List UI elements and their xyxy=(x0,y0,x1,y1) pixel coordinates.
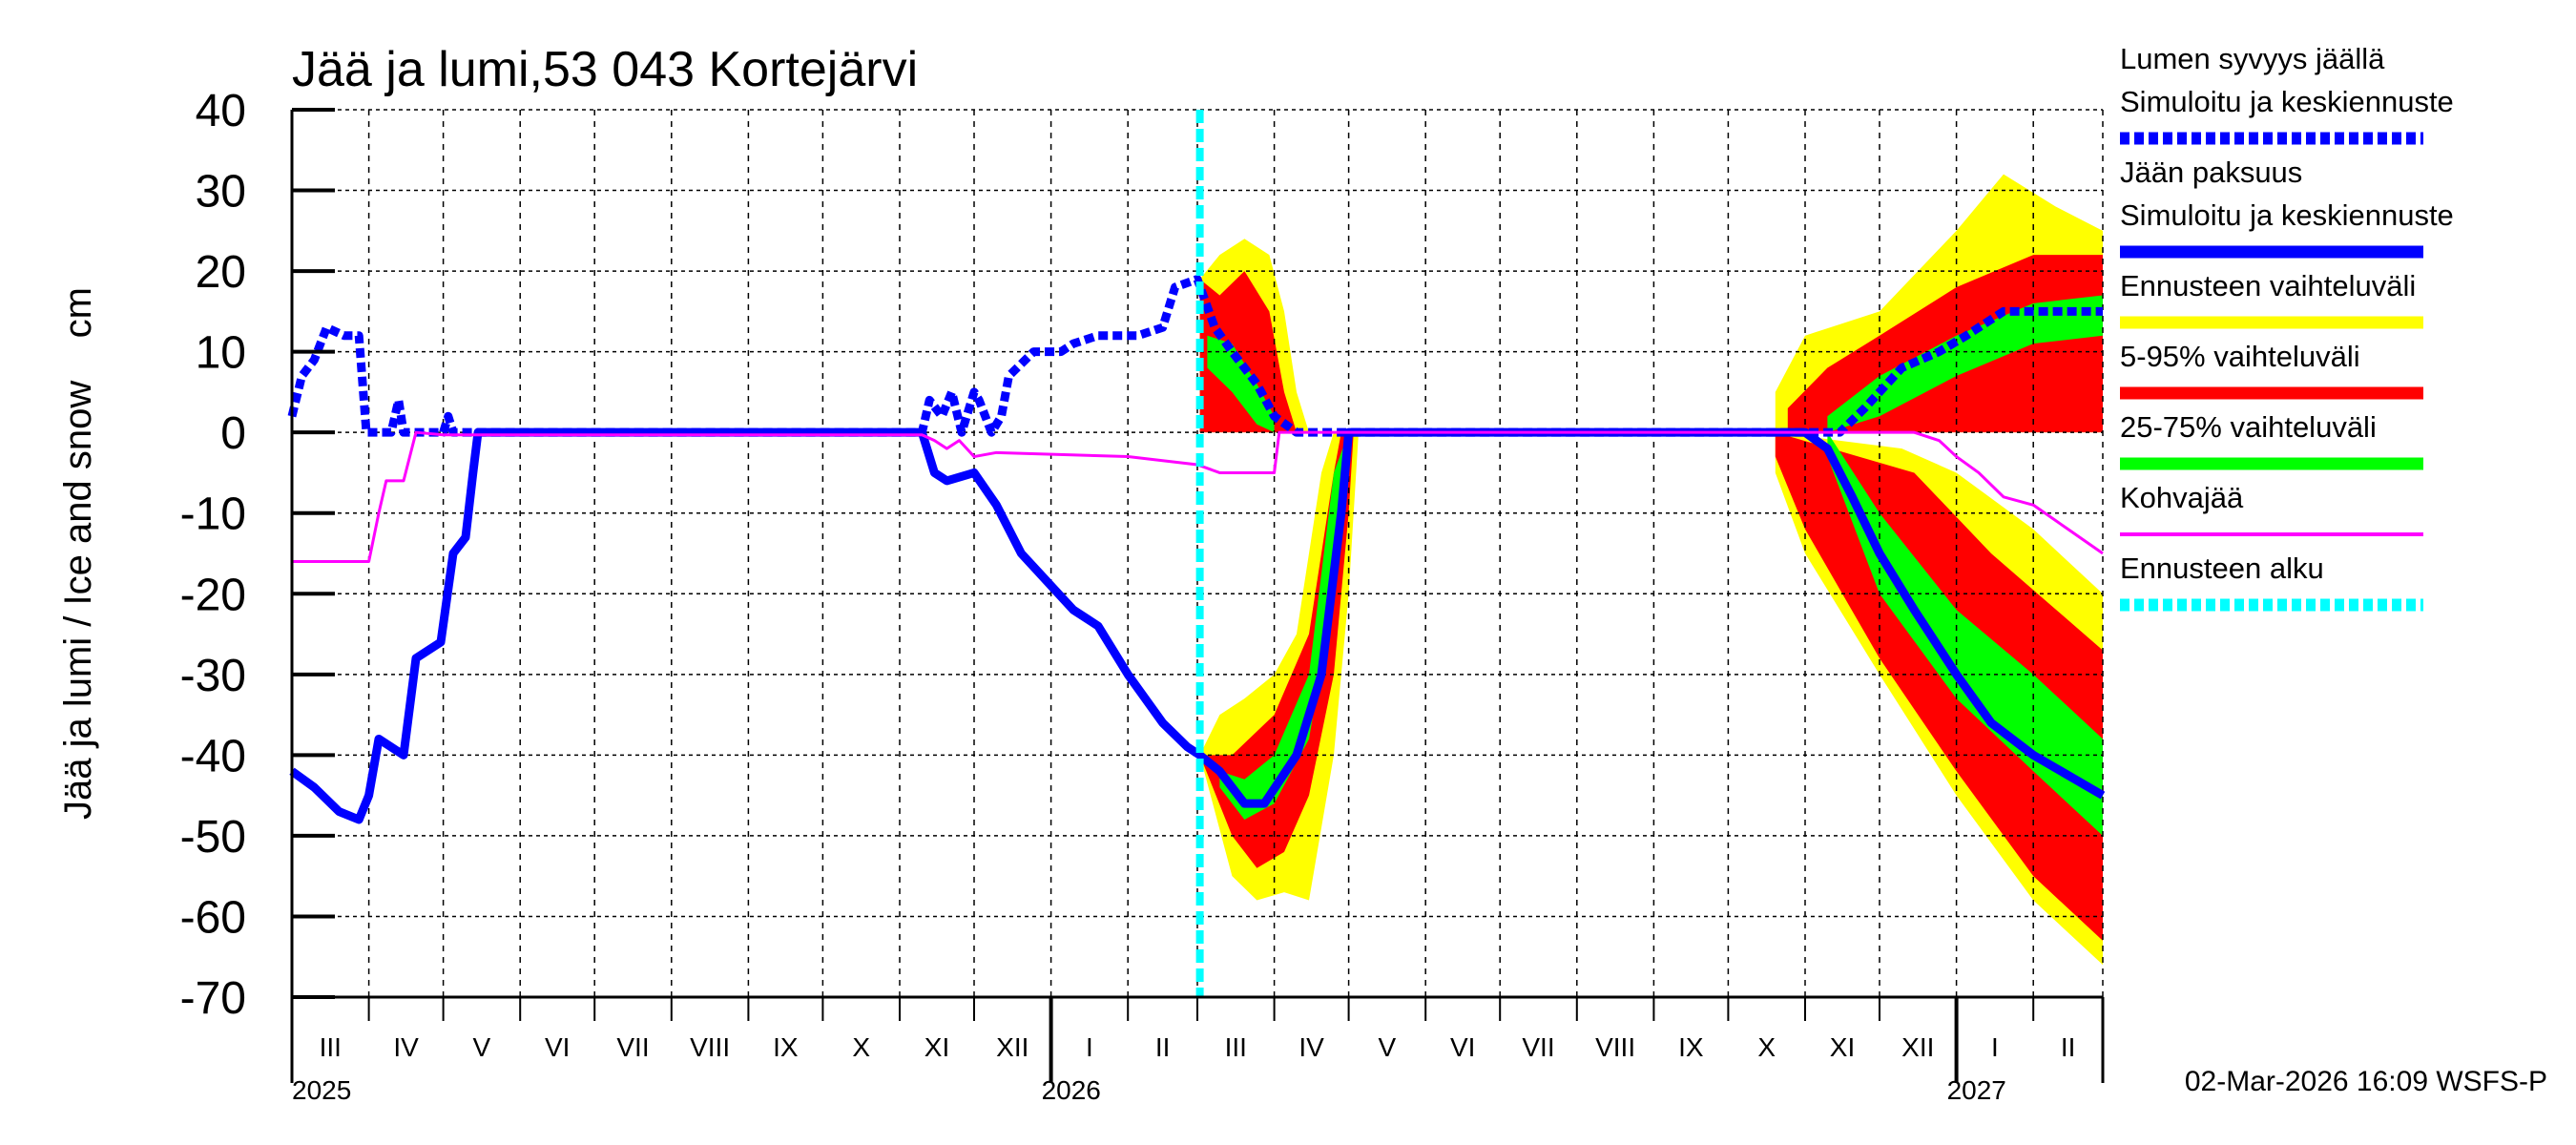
band-5-95-vaihteluv-li xyxy=(1199,432,1354,868)
legend: Lumen syvyys jäällä Simuloitu ja keskienn… xyxy=(2120,42,2454,612)
band-25-75-vaihteluv-li xyxy=(1207,335,1275,433)
y-tick-label: -20 xyxy=(180,570,246,620)
x-year-label: 2027 xyxy=(1947,1075,2006,1105)
band-5-95-vaihteluv-li xyxy=(1775,432,2103,941)
y-tick-label: -10 xyxy=(180,489,246,540)
x-month-label: X xyxy=(1757,1032,1776,1062)
x-month-label: VIII xyxy=(690,1032,730,1062)
x-month-label: IV xyxy=(1298,1032,1324,1062)
x-month-label: IV xyxy=(393,1032,419,1062)
x-month-label: III xyxy=(1225,1032,1247,1062)
series-j-n-paksuus xyxy=(289,427,2106,824)
series-lines xyxy=(287,110,2106,997)
x-year-label: 2026 xyxy=(1042,1075,1101,1105)
x-month-label: II xyxy=(1155,1032,1171,1062)
x-month-label: I xyxy=(1086,1032,1093,1062)
legend-label: Ennusteen vaihteluväli xyxy=(2120,269,2416,302)
x-month-label: X xyxy=(852,1032,870,1062)
x-month-label: XII xyxy=(1901,1032,1934,1062)
x-month-label: VII xyxy=(616,1032,649,1062)
y-tick-label: -60 xyxy=(180,892,246,943)
x-month-label: VI xyxy=(1450,1032,1475,1062)
series-kohvaj- xyxy=(292,430,2104,563)
y-tick-label: 10 xyxy=(196,328,246,379)
band-25-75-vaihteluv-li xyxy=(1827,432,2103,836)
x-month-label: XI xyxy=(924,1032,949,1062)
y-tick-label: -40 xyxy=(180,731,246,781)
x-month-label: VI xyxy=(545,1032,570,1062)
y-tick-label: 20 xyxy=(196,247,246,298)
x-year-label: 2025 xyxy=(292,1075,351,1105)
x-month-label: V xyxy=(1379,1032,1397,1062)
legend-label: Ennusteen alku xyxy=(2120,552,2324,585)
legend-label: Lumen syvyys jäällä xyxy=(2120,42,2385,75)
legend-label: 25-75% vaihteluväli xyxy=(2120,410,2377,444)
legend-label: Simuloitu ja keskiennuste xyxy=(2120,85,2454,118)
y-tick-label: 30 xyxy=(196,167,246,218)
x-month-label: IX xyxy=(1678,1032,1704,1062)
legend-label: Simuloitu ja keskiennuste xyxy=(2120,198,2454,232)
x-month-label: IX xyxy=(773,1032,799,1062)
x-month-label: VIII xyxy=(1595,1032,1635,1062)
band-25-75-vaihteluv-li xyxy=(1219,432,1349,820)
legend-label: Kohvajää xyxy=(2120,481,2244,514)
y-tick-label: -70 xyxy=(180,973,246,1024)
legend-label: Jään paksuus xyxy=(2120,156,2302,189)
x-month-label: XII xyxy=(996,1032,1028,1062)
x-month-label: VII xyxy=(1522,1032,1554,1062)
y-tick-label: -30 xyxy=(180,651,246,701)
y-tick-label: 40 xyxy=(196,86,246,136)
legend-label: 5-95% vaihteluväli xyxy=(2120,340,2360,373)
x-month-label: I xyxy=(1991,1032,1999,1062)
y-axis-label: Jää ja lumi / Ice and snow cm xyxy=(57,287,99,820)
x-month-label: XI xyxy=(1830,1032,1855,1062)
y-tick-label: -50 xyxy=(180,812,246,863)
x-month-label: II xyxy=(2061,1032,2076,1062)
y-tick-label: 0 xyxy=(220,408,246,459)
x-month-label: V xyxy=(473,1032,491,1062)
x-month-label: III xyxy=(320,1032,342,1062)
footer-timestamp: 02-Mar-2026 16:09 WSFS-P xyxy=(2185,1066,2547,1097)
chart-title: Jää ja lumi,53 043 Kortejärvi xyxy=(292,42,918,97)
